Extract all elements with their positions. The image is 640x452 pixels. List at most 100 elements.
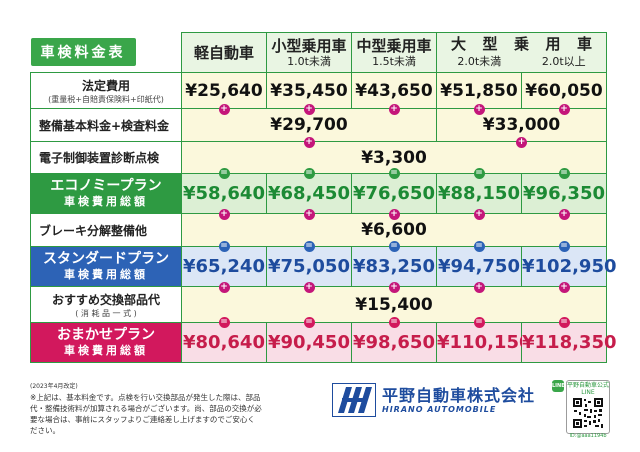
total-omakase-large1: = ¥110,150 <box>436 316 532 363</box>
equals-icon: = <box>388 240 400 252</box>
cell-text: おまかせプラン <box>57 326 155 343</box>
equals-icon: = <box>303 240 315 252</box>
cell-text: ¥96,350 <box>523 183 605 204</box>
cell-text: ¥33,000 <box>482 115 561 135</box>
total-economy-mid: = ¥76,650 + <box>351 167 437 220</box>
equals-icon: = <box>558 167 570 179</box>
cell-text: ¥51,850 <box>440 80 518 101</box>
total-economy-large1: = ¥88,150 + <box>436 167 522 220</box>
plus-icon: + <box>303 136 315 148</box>
total-omakase-kei: = ¥80,640 <box>181 316 267 363</box>
row-brake: ブレーキ分解整備他 ¥6,600 <box>30 213 608 247</box>
cell-text: 乗 <box>514 34 530 53</box>
label-parts: おすすめ交換部品代( 消 耗 品 一 式 ) <box>30 286 182 323</box>
cell-text: 車検費用総額 <box>64 194 148 208</box>
company-name: 平野自動車株式会社 <box>382 385 536 405</box>
label-omakase-plan: おまかせプラン 車検費用総額 <box>30 322 182 363</box>
cell-text: ¥43,650 <box>355 80 433 101</box>
cell-text: ¥80,640 <box>183 332 265 353</box>
cell-text: ¥6,600 <box>361 220 427 240</box>
cell-text: エコノミープラン <box>50 177 162 194</box>
col-header-small: 小型乗用車 1.0t未満 <box>266 32 352 73</box>
label-legal: 法定費用 (重量税+自賠責保険料+印紙代) <box>30 72 182 109</box>
row-basic: 整備基本料金+検査料金 ¥29,700 + ¥33,000 + <box>30 108 608 148</box>
cell-text: ¥15,400 <box>355 294 433 315</box>
cell-legal-kei: ¥25,640 + <box>181 72 267 115</box>
equals-icon: = <box>473 316 485 328</box>
plus-icon: + <box>218 281 230 293</box>
cell-text: ¥88,150 <box>438 183 520 204</box>
plus-icon: + <box>218 103 230 115</box>
total-omakase-large2: = ¥118,350 <box>520 316 617 363</box>
plus-icon: + <box>303 281 315 293</box>
plus-icon: + <box>558 103 570 115</box>
cell-text: ( 消 耗 品 一 式 ) <box>75 308 137 318</box>
col-sub-large-1: 2.0t未満 <box>457 54 502 68</box>
cell-text: ¥118,350 <box>522 332 617 353</box>
col-header-mid: 中型乗用車 1.5t未満 <box>351 32 437 73</box>
plus-icon: + <box>388 281 400 293</box>
header-row: 車検料金表 軽自動車 小型乗用車 1.0t未満 中型乗用車 1.5t未満 大型乗用車… <box>30 32 608 73</box>
cell-text: 車 <box>577 34 593 53</box>
plus-icon: + <box>218 208 230 220</box>
cell-text: 1.0t未満 <box>287 54 331 68</box>
total-economy-small: = ¥68,450 + <box>266 167 352 220</box>
label-electronic: 電子制御装置診断点検 <box>30 141 182 174</box>
plus-icon: + <box>303 208 315 220</box>
cell-text: 小型乗用車 <box>271 36 347 55</box>
label-standard-plan: スタンダードプラン 車検費用総額 <box>30 246 182 287</box>
cell-text: ¥65,240 <box>183 256 265 277</box>
cell-text: 1.5t未満 <box>372 54 416 68</box>
cell-text: 法定費用 <box>81 78 130 93</box>
fee-table: 車検料金表 軽自動車 小型乗用車 1.0t未満 中型乗用車 1.5t未満 大型乗用車… <box>30 32 617 363</box>
label-basic: 整備基本料金+検査料金 <box>30 108 182 142</box>
equals-icon: = <box>473 167 485 179</box>
cell-text: ¥102,950 <box>522 256 617 277</box>
cell-text: ¥35,450 <box>270 80 348 101</box>
cell-text: おすすめ交換部品代 <box>51 292 160 307</box>
cell-text: ¥76,650 <box>353 183 435 204</box>
total-omakase-mid: = ¥98,650 <box>351 316 437 363</box>
plus-icon: + <box>303 103 315 115</box>
table-title: 車検料金表 <box>30 38 136 67</box>
cell-text: (重量税+自賠責保険料+印紙代) <box>48 94 164 104</box>
row-standard: スタンダードプラン 車検費用総額 = ¥65,240 + = ¥75,050 + = ¥83… <box>30 240 617 293</box>
plus-icon: + <box>516 136 527 148</box>
col-sub-large-2: 2.0t以上 <box>541 54 586 68</box>
fee-table-wrap: 車検料金表 軽自動車 小型乗用車 1.0t未満 中型乗用車 1.5t未満 大型乗用車… <box>30 32 617 363</box>
plus-icon: + <box>473 208 485 220</box>
cell-text: ¥3,300 <box>361 147 427 168</box>
equals-icon: = <box>388 167 400 179</box>
total-standard-mid: = ¥83,250 + <box>351 240 437 293</box>
cell-legal-mid: ¥43,650 + <box>351 72 437 115</box>
footnote: ※上記は、基本料金です。点検を行い交換部品が発生した際は、部品代・整備技術料が加… <box>30 393 262 435</box>
cell-text: 軽自動車 <box>193 43 254 62</box>
cell-legal-large2: ¥60,050 + <box>520 72 608 115</box>
row-legal: 法定費用 (重量税+自賠責保険料+印紙代) ¥25,640 + ¥35,450 + ¥… <box>30 72 608 115</box>
cell-text: 用 <box>545 34 561 53</box>
row-omakase: おまかせプラン 車検費用総額 = ¥80,640 = ¥90,450 = ¥98,650… <box>30 316 617 363</box>
equals-icon: = <box>388 316 400 328</box>
company-logo: 平野自動車株式会社 HIRANO AUTOMOBILE <box>332 383 535 417</box>
cell-text: ¥29,700 <box>270 115 348 135</box>
total-economy-kei: = ¥58,640 + <box>181 167 267 220</box>
equals-icon: = <box>303 316 315 328</box>
row-parts: おすすめ交換部品代( 消 耗 品 一 式 ) ¥15,400 <box>30 286 608 323</box>
col-header-kei: 軽自動車 <box>181 32 267 73</box>
total-economy-large2: = ¥96,350 + <box>520 167 608 220</box>
cell-text: ¥98,650 <box>353 332 435 353</box>
total-omakase-small: = ¥90,450 <box>266 316 352 363</box>
cell-text: 車検費用総額 <box>64 267 148 281</box>
line-qr-box[interactable]: 平野自動車公式LINE ID:@aaa1194b <box>566 380 610 439</box>
plus-icon: + <box>473 281 485 293</box>
plus-icon: + <box>558 208 570 220</box>
cell-text: 中型乗用車 <box>356 36 432 55</box>
qr-code-icon[interactable] <box>572 397 604 429</box>
label-economy-plan: エコノミープラン 車検費用総額 <box>30 173 182 214</box>
line-icon[interactable]: LINE <box>552 380 565 392</box>
equals-icon: = <box>473 240 485 252</box>
row-electronic: 電子制御装置診断点検 ¥3,300 <box>30 141 608 174</box>
title-cell: 車検料金表 <box>30 32 182 73</box>
cell-text: ¥25,640 <box>185 80 263 101</box>
revision-date: (2023年4月改定) <box>30 383 78 390</box>
